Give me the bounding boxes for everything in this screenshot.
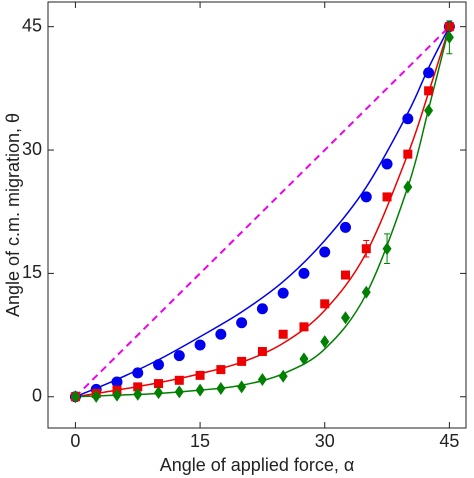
data-point bbox=[424, 104, 434, 118]
data-point bbox=[278, 369, 288, 383]
data-point bbox=[237, 380, 247, 394]
data-point bbox=[194, 339, 206, 351]
data-point bbox=[320, 299, 330, 309]
data-point bbox=[133, 382, 143, 392]
data-point bbox=[215, 328, 227, 340]
data-point bbox=[278, 329, 288, 339]
data-point bbox=[298, 267, 310, 279]
model-curve bbox=[75, 26, 451, 398]
plot-frame bbox=[47, 1, 467, 429]
data-point bbox=[257, 347, 267, 357]
data-point bbox=[402, 113, 414, 125]
reference-line bbox=[74, 25, 451, 398]
data-point bbox=[173, 350, 185, 362]
data-point bbox=[444, 30, 454, 44]
data-point bbox=[403, 149, 413, 159]
data-point bbox=[154, 379, 164, 389]
data-point bbox=[424, 86, 434, 96]
data-point bbox=[423, 67, 435, 79]
data-point bbox=[154, 386, 164, 400]
data-point bbox=[70, 390, 80, 404]
data-point bbox=[112, 388, 122, 402]
data-point bbox=[195, 383, 205, 397]
data-point bbox=[320, 335, 330, 349]
model-curve bbox=[75, 26, 451, 398]
data-point bbox=[174, 385, 184, 399]
data-point bbox=[403, 180, 413, 194]
data-point bbox=[111, 376, 123, 388]
data-point bbox=[256, 303, 268, 315]
data-point bbox=[381, 158, 393, 170]
x-tick-label: 30 bbox=[315, 431, 335, 451]
data-point bbox=[361, 244, 371, 254]
data-point bbox=[216, 365, 226, 375]
data-point bbox=[277, 287, 289, 299]
x-axis-label: Angle of applied force, α bbox=[160, 455, 355, 475]
data-point bbox=[216, 382, 226, 396]
data-point bbox=[341, 270, 351, 280]
x-tick-label: 15 bbox=[190, 431, 210, 451]
data-point bbox=[195, 370, 205, 380]
data-point bbox=[299, 352, 309, 366]
data-point bbox=[299, 322, 309, 332]
y-tick-label: 0 bbox=[32, 385, 42, 405]
model-curve bbox=[75, 26, 451, 398]
y-tick-label: 30 bbox=[22, 139, 42, 159]
data-point bbox=[360, 191, 372, 203]
data-point bbox=[341, 311, 351, 325]
data-point bbox=[236, 317, 248, 329]
data-point bbox=[319, 246, 331, 258]
data-point bbox=[133, 387, 143, 401]
data-point bbox=[91, 389, 101, 403]
data-point bbox=[340, 221, 352, 233]
x-tick-label: 0 bbox=[70, 431, 80, 451]
data-point bbox=[382, 192, 392, 202]
data-point bbox=[361, 285, 371, 299]
data-point bbox=[132, 367, 144, 379]
y-axis-label: Angle of c.m. migration, θ bbox=[3, 113, 23, 317]
data-point bbox=[382, 242, 392, 256]
y-tick-label: 15 bbox=[22, 262, 42, 282]
data-point bbox=[174, 375, 184, 385]
y-tick-label: 45 bbox=[22, 15, 42, 35]
data-point bbox=[153, 359, 165, 371]
x-tick-label: 45 bbox=[439, 431, 459, 451]
data-point bbox=[237, 356, 247, 366]
data-point bbox=[257, 372, 267, 386]
